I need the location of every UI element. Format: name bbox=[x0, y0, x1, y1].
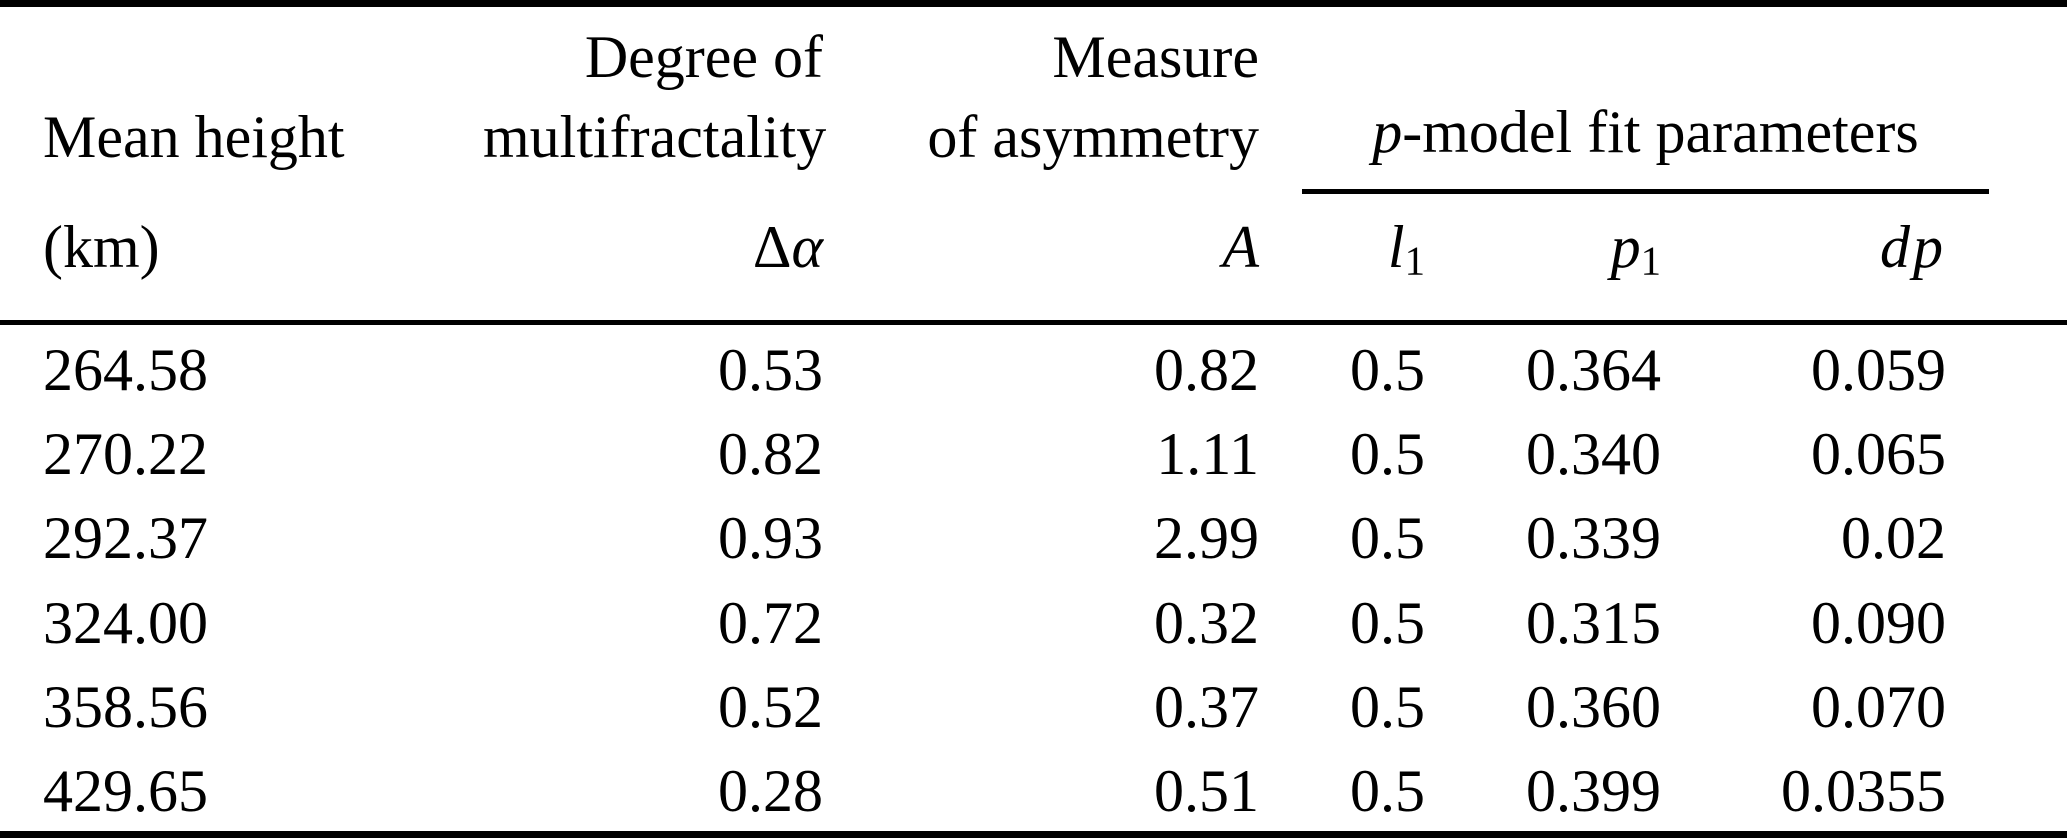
cell-asymmetry-a: 0.82 bbox=[1154, 336, 1259, 403]
header-degree-line2: multifractality bbox=[483, 103, 827, 170]
cell-asymmetry-a: 0.51 bbox=[1154, 758, 1259, 825]
cell-l1: 0.5 bbox=[1350, 505, 1425, 572]
cell-mean-height: 292.37 bbox=[43, 505, 208, 572]
cell-spacer bbox=[1989, 747, 2067, 831]
header-row-2: Mean height multifractality of asymmetry… bbox=[0, 96, 2067, 194]
cell-delta-alpha: 0.93 bbox=[718, 505, 823, 572]
header-spacer bbox=[1989, 194, 2067, 326]
cell-mean-height: 429.65 bbox=[43, 758, 208, 825]
cell-l1: 0.5 bbox=[1350, 589, 1425, 656]
cell-mean-height: 324.00 bbox=[43, 589, 208, 656]
p1-subscript: 1 bbox=[1640, 238, 1661, 284]
l1-base: l bbox=[1387, 214, 1405, 281]
header-mean-height: Mean height bbox=[43, 103, 345, 170]
cell-l1: 0.5 bbox=[1350, 336, 1425, 403]
table-row: 358.56 0.52 0.37 0.5 0.360 0.070 bbox=[0, 662, 2067, 746]
cell-mean-height: 270.22 bbox=[43, 421, 208, 488]
dp-symbol: dp bbox=[1880, 214, 1946, 281]
p1-base: p bbox=[1610, 214, 1641, 281]
cell-dp: 0.0355 bbox=[1781, 758, 1946, 825]
header-p-model-group: p-model fit parameters bbox=[1302, 96, 1989, 194]
l1-subscript: 1 bbox=[1404, 238, 1425, 284]
cell-p1: 0.340 bbox=[1526, 421, 1661, 488]
cell-asymmetry-a: 0.37 bbox=[1154, 673, 1259, 740]
header-measure-line1: Measure bbox=[1052, 24, 1259, 91]
table-row: 429.65 0.28 0.51 0.5 0.399 0.0355 bbox=[0, 747, 2067, 831]
header-degree-line1: Degree of bbox=[584, 24, 823, 91]
cell-p1: 0.315 bbox=[1526, 589, 1661, 656]
cell-delta-alpha: 0.82 bbox=[718, 421, 823, 488]
cell-mean-height: 264.58 bbox=[43, 336, 208, 403]
cell-p1: 0.364 bbox=[1526, 336, 1661, 403]
p-model-title-rest: -model fit parameters bbox=[1402, 98, 1919, 165]
cell-delta-alpha: 0.72 bbox=[718, 589, 823, 656]
header-row-3: (km) Δα A l1 p1 dp bbox=[0, 194, 2067, 326]
cell-p1: 0.399 bbox=[1526, 758, 1661, 825]
table-row: 270.22 0.82 1.11 0.5 0.340 0.065 bbox=[0, 409, 2067, 493]
cell-spacer bbox=[1989, 409, 2067, 493]
cell-spacer bbox=[1989, 325, 2067, 409]
header-spacer bbox=[1989, 7, 2067, 96]
cell-dp: 0.059 bbox=[1811, 336, 1946, 403]
cell-p1: 0.339 bbox=[1526, 505, 1661, 572]
cell-delta-alpha: 0.52 bbox=[718, 673, 823, 740]
cell-asymmetry-a: 0.32 bbox=[1154, 589, 1259, 656]
cell-l1: 0.5 bbox=[1350, 421, 1425, 488]
cell-spacer bbox=[1989, 494, 2067, 578]
header-dp: dp bbox=[1704, 194, 1989, 326]
table-row: 324.00 0.72 0.32 0.5 0.315 0.090 bbox=[0, 578, 2067, 662]
cell-asymmetry-a: 2.99 bbox=[1154, 505, 1259, 572]
cell-delta-alpha: 0.28 bbox=[718, 758, 823, 825]
header-l1: l1 bbox=[1302, 194, 1468, 326]
header-spacer bbox=[1989, 96, 2067, 193]
a-symbol: A bbox=[1222, 214, 1259, 281]
header-row-1: Degree of Measure bbox=[0, 7, 2067, 96]
p-model-italic-p: p bbox=[1372, 98, 1403, 165]
cell-l1: 0.5 bbox=[1350, 758, 1425, 825]
cell-dp: 0.02 bbox=[1841, 505, 1946, 572]
header-measure-line2: of asymmetry bbox=[927, 103, 1259, 170]
cell-dp: 0.090 bbox=[1811, 589, 1946, 656]
header-asymmetry-a: A bbox=[866, 194, 1302, 326]
delta-symbol: Δ bbox=[752, 214, 792, 281]
cell-p1: 0.360 bbox=[1526, 673, 1661, 740]
header-delta-alpha: Δα bbox=[483, 194, 866, 326]
header-spacer bbox=[1302, 7, 1989, 96]
cell-l1: 0.5 bbox=[1350, 673, 1425, 740]
cell-spacer bbox=[1989, 662, 2067, 746]
table-row: 264.58 0.53 0.82 0.5 0.364 0.059 bbox=[0, 325, 2067, 409]
cell-dp: 0.065 bbox=[1811, 421, 1946, 488]
cell-dp: 0.070 bbox=[1811, 673, 1946, 740]
header-p1: p1 bbox=[1468, 194, 1704, 326]
cell-spacer bbox=[1989, 578, 2067, 662]
cell-delta-alpha: 0.53 bbox=[718, 336, 823, 403]
cell-mean-height: 358.56 bbox=[43, 673, 208, 740]
header-spacer bbox=[0, 7, 483, 96]
table-row: 292.37 0.93 2.99 0.5 0.339 0.02 bbox=[0, 494, 2067, 578]
header-km-unit: (km) bbox=[0, 194, 483, 326]
alpha-symbol: α bbox=[791, 214, 824, 281]
parameters-table: Degree of Measure Mean height multifract… bbox=[0, 7, 2067, 831]
cell-asymmetry-a: 1.11 bbox=[1156, 421, 1259, 488]
